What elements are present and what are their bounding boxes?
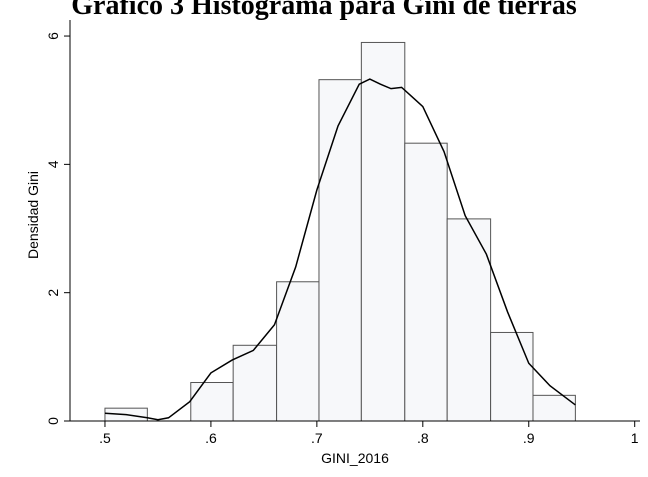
y-tick-label: 4 <box>45 160 61 168</box>
bar <box>446 218 492 422</box>
x-tick-label: .7 <box>311 430 323 446</box>
x-tick-label: .9 <box>523 430 535 446</box>
bar <box>490 331 534 422</box>
y-tick-label: 6 <box>45 32 61 40</box>
x-tick-label: 1 <box>631 430 639 446</box>
density-curve <box>104 78 576 421</box>
bar <box>404 142 448 422</box>
y-tick-label: 0 <box>45 417 61 425</box>
bar <box>190 382 234 422</box>
bar <box>360 41 406 422</box>
x-tick-label: .5 <box>99 430 111 446</box>
bar <box>532 394 576 422</box>
x-tick-label: .8 <box>417 430 429 446</box>
bar <box>318 79 362 422</box>
x-axis-label: GINI_2016 <box>321 450 389 466</box>
y-tick-label: 2 <box>45 289 61 297</box>
y-axis-label: Densidad Gini <box>25 171 41 259</box>
chart-title: Gráfico 3 Histograma para Gini de tierra… <box>71 0 577 21</box>
x-tick-label: .6 <box>205 430 217 446</box>
